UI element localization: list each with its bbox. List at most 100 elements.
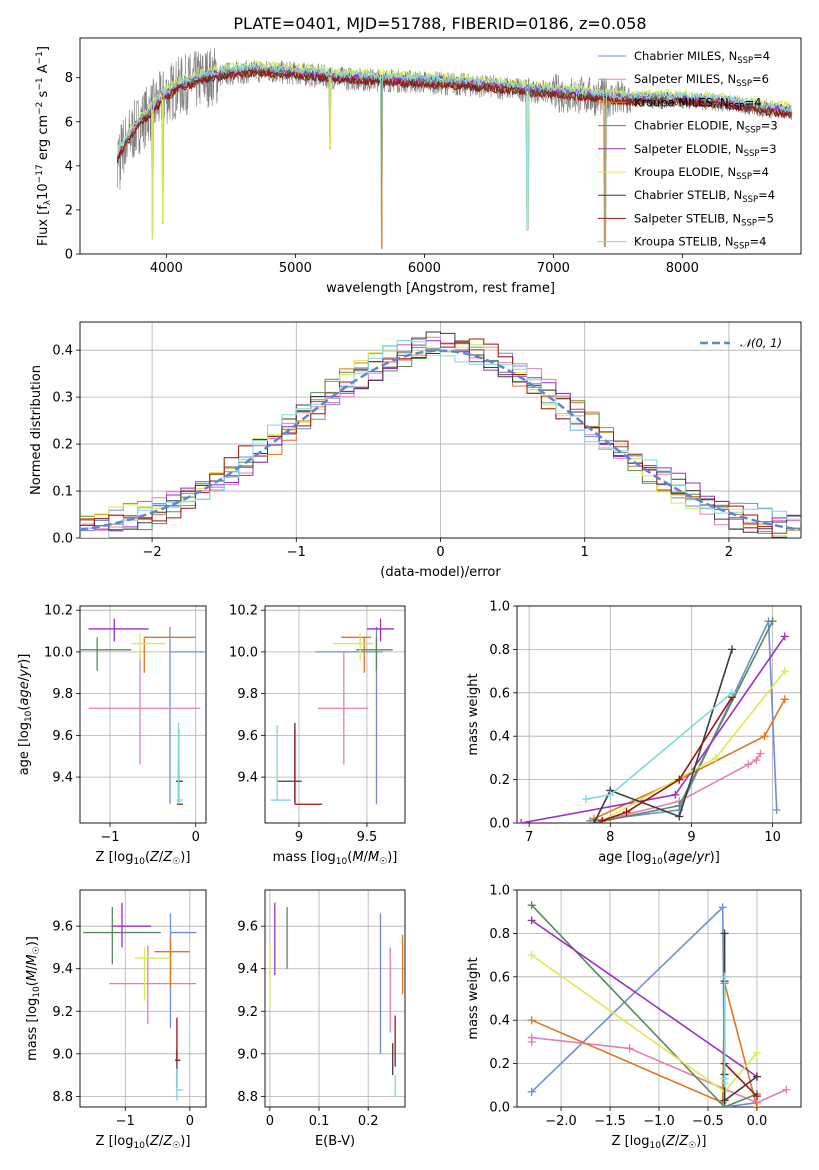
weight-marker [720, 929, 729, 938]
errorbar-salpeter_miles [88, 651, 200, 765]
weight-marker [720, 1079, 729, 1088]
weight-marker [718, 903, 727, 912]
errorbar-kroupa_elodie [332, 633, 374, 661]
x-tick-label: 7 [525, 830, 533, 845]
spectrum-panel: 4000 5000 6000 7000 8000 0 2 4 6 8 Chabrier MILES,… [35, 37, 802, 296]
weight-marker [780, 695, 789, 704]
weight-series-salpeter_stelib [720, 977, 761, 1101]
y-tick-label: 1.0 [489, 600, 510, 615]
errorbar-kroupa_elodie [134, 947, 171, 1001]
errorbar-kroupa_miles [154, 936, 190, 988]
mass-vs-Z-panel: −1 0 8.8 9.0 9.2 9.4 9.6 Z [log10(Z/Z☉)] mass [l… [25, 889, 207, 1151]
y-tick-label: 0.3 [52, 391, 73, 406]
y-tick-label: 0.4 [52, 344, 73, 359]
y-tick-label: 0.2 [489, 773, 510, 788]
weight-marker [586, 816, 595, 823]
y-tick-label: 10.0 [229, 645, 258, 660]
x-axis-label: Z [log10(Z/Z☉)] [96, 1134, 191, 1151]
weight-marker [625, 1044, 634, 1053]
y-tick-label: 0.8 [489, 643, 510, 658]
errorbar-salpeter_miles [109, 945, 197, 1025]
x-tick-label: −2.0 [545, 1114, 577, 1129]
x-axis-label: Z [log10(Z/Z☉)] [612, 1134, 707, 1151]
legend-entry: Chabrier ELODIE, NSSP=3 [634, 119, 778, 136]
y-tick-label: 9.6 [237, 920, 258, 935]
weight-marker [598, 816, 607, 823]
y-tick-label: 0.2 [52, 438, 73, 453]
weight-marker [752, 1072, 761, 1081]
y-tick-label: 0.0 [489, 1101, 510, 1116]
weight-marker [622, 808, 631, 817]
x-tick-label: 8 [606, 830, 614, 845]
weight-marker [780, 667, 789, 676]
grid [265, 606, 405, 823]
legend-entry: Chabrier MILES, NSSP=4 [634, 49, 770, 66]
errorbar-salpeter_miles [318, 651, 369, 765]
errorbar-salpeter_stelib [176, 729, 183, 805]
x-tick-label: −1 [116, 1114, 135, 1129]
weight-series-chabrier_elodie [590, 617, 777, 823]
x-tick-label: 0 [266, 1114, 274, 1129]
weight-series-chabrier_elodie [527, 901, 761, 1107]
weight-marker [671, 790, 680, 799]
errorbar-salpeter_elodie [112, 902, 152, 948]
x-tick-label: 0.2 [358, 1114, 379, 1129]
y-tick-label: 10.2 [44, 604, 73, 619]
weight-marker [527, 1016, 536, 1025]
y-tick-label: 6 [65, 115, 73, 130]
residual-histogram-panel: −2 −1 0 1 2 0.0 0.1 0.2 0.3 0.4 𝒩(0, 1) (data-model… [29, 321, 802, 580]
y-tick-label: 9.6 [237, 729, 258, 744]
axes-frame [79, 605, 207, 824]
y-axis-label: mass weight [466, 957, 481, 1039]
legend-entry: 𝒩(0, 1) [740, 336, 782, 350]
x-tick-label: −2 [143, 545, 162, 560]
weight-marker [728, 688, 737, 697]
weight-marker [768, 617, 777, 626]
y-tick-label: 9.4 [52, 962, 73, 977]
weight-series-kroupa_elodie [598, 667, 789, 823]
y-tick-label: 0.0 [489, 817, 510, 832]
weight-series-salpeter_elodie [517, 632, 789, 823]
errorbar-kroupa_miles [341, 636, 372, 673]
legend-entry: Salpeter ELODIE, NSSP=3 [634, 142, 777, 159]
grid [80, 606, 206, 823]
weight-marker [782, 1085, 791, 1094]
x-tick-label: 4000 [150, 261, 183, 276]
mass-weight-vs-age-panel: 7 8 9 10 0.0 0.2 0.4 0.6 0.8 1.0 age [log10(age/yr… [466, 600, 802, 867]
weight-marker [581, 795, 590, 804]
figure-title: PLATE=0401, MJD=51788, FIBERID=0186, z=0… [233, 14, 646, 33]
weight-marker [527, 916, 536, 925]
y-tick-label: 10.0 [44, 645, 73, 660]
weight-marker [711, 753, 720, 762]
x-tick-label: 2 [725, 545, 733, 560]
x-tick-label: 7000 [537, 261, 570, 276]
weight-marker [527, 901, 536, 910]
histogram-kroupa_stelib [80, 340, 801, 538]
x-axis-label: Z [log10(Z/Z☉)] [96, 850, 191, 867]
y-tick-label: 0.6 [489, 686, 510, 701]
weight-marker [780, 632, 789, 641]
weight-marker [517, 819, 526, 823]
weight-marker [720, 1096, 729, 1105]
weight-marker [752, 1092, 761, 1101]
errorbar-salpeter_stelib [175, 1017, 181, 1061]
x-tick-label: −0.5 [692, 1114, 724, 1129]
y-tick-label: 9.4 [52, 771, 73, 786]
y-tick-label: 1.0 [489, 884, 510, 899]
weight-marker [752, 1103, 761, 1107]
y-tick-label: 9.4 [237, 962, 258, 977]
x-axis-label: mass [log10(M/M☉)] [273, 850, 398, 867]
y-tick-label: 9.2 [237, 1005, 258, 1020]
y-axis-label: Normed distribution [29, 365, 44, 495]
errorbar-chabrier_elodie [80, 637, 132, 671]
errorbar-chabrier_miles [315, 626, 384, 805]
y-tick-label: 0 [65, 248, 73, 263]
x-axis-label: wavelength [Angstrom, rest frame] [326, 281, 555, 296]
model-kroupa_stelib [116, 62, 792, 249]
y-tick-label: 9.0 [237, 1047, 258, 1062]
mass-vs-ebv-panel: 0 0.1 0.2 8.8 9.0 9.2 9.4 9.6 E(B-V) [237, 889, 406, 1149]
weight-marker [752, 756, 761, 765]
y-tick-label: 0.8 [489, 927, 510, 942]
y-tick-label: 8.8 [237, 1090, 258, 1105]
